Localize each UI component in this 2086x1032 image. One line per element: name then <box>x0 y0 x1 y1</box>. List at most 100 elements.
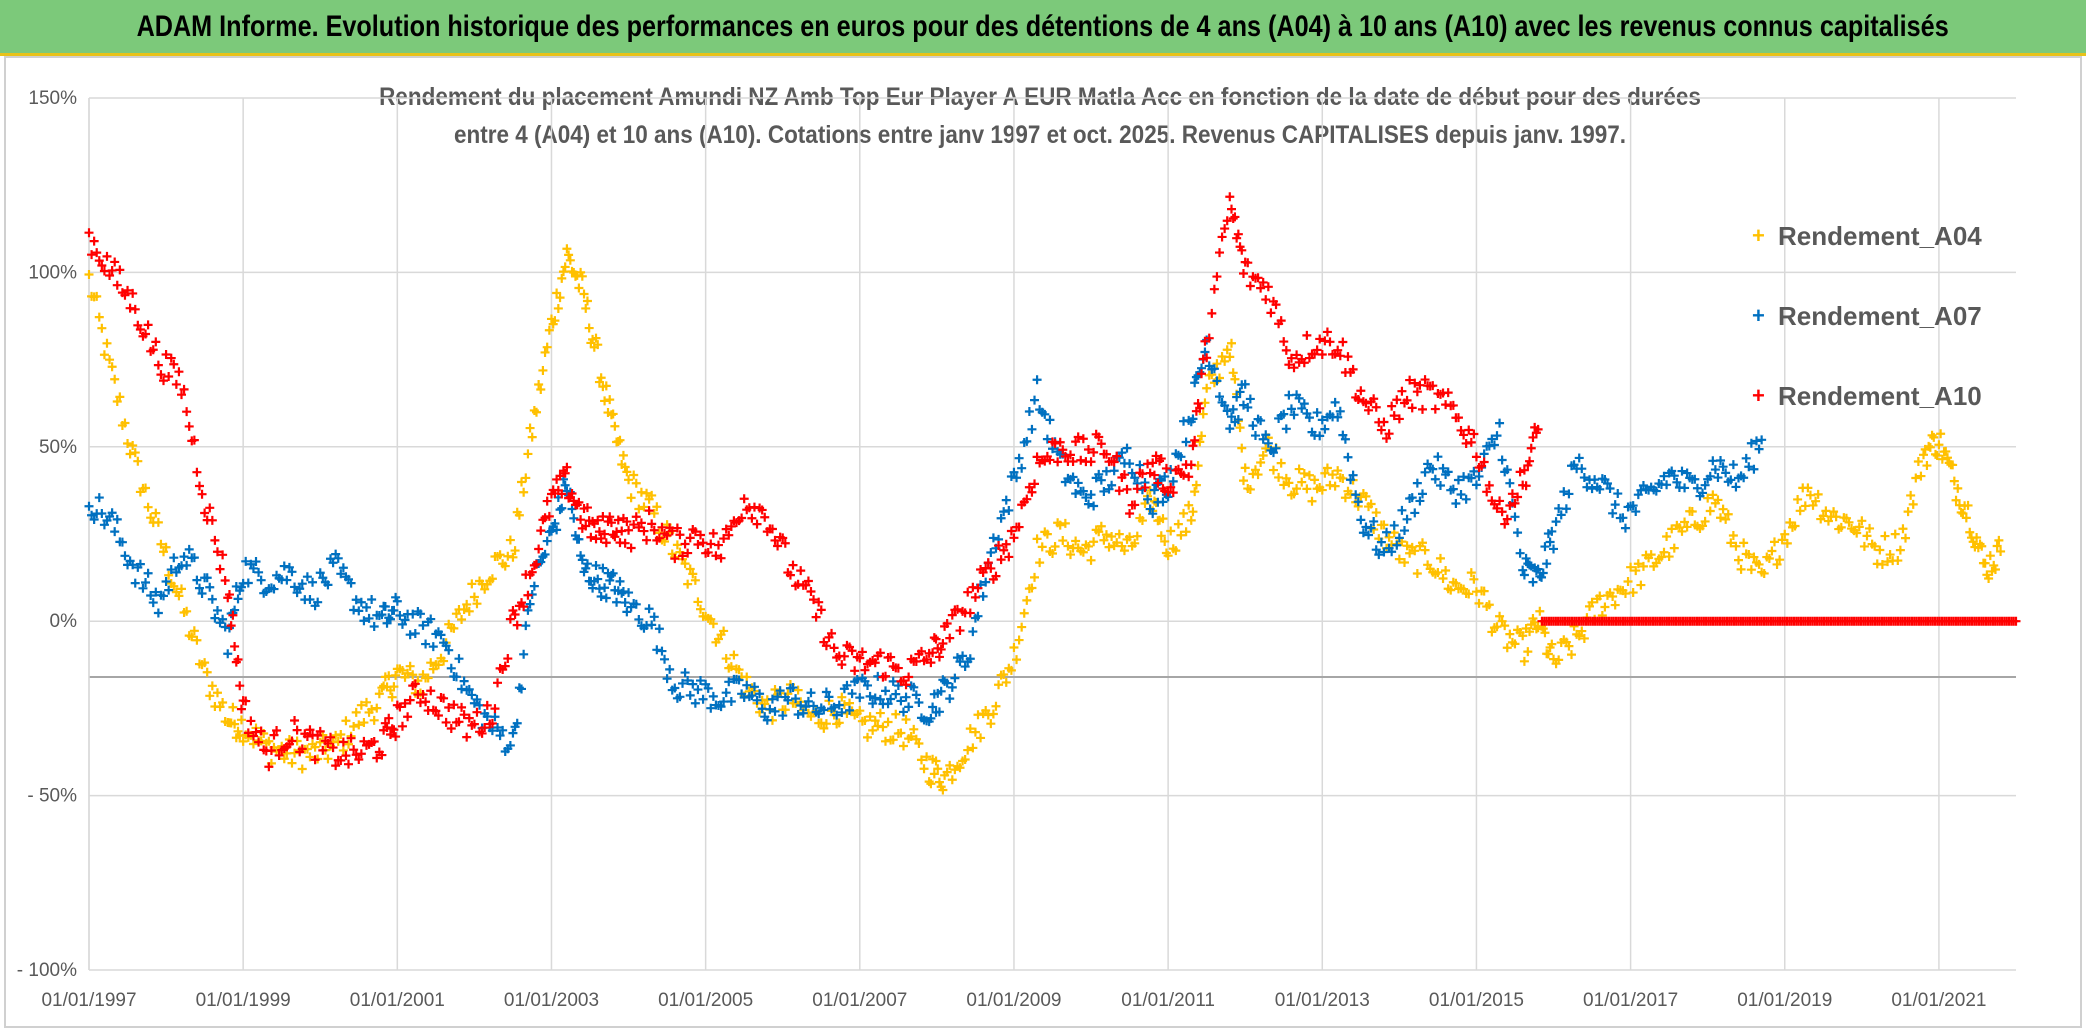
data-point <box>577 271 587 281</box>
data-point <box>647 490 657 500</box>
data-point <box>986 719 996 729</box>
data-point <box>1030 479 1040 489</box>
data-point <box>210 613 220 623</box>
data-point <box>1764 553 1774 563</box>
data-point <box>1376 537 1386 547</box>
data-point <box>1731 541 1741 551</box>
data-point <box>1757 435 1767 445</box>
data-point <box>540 549 550 559</box>
data-point <box>1466 437 1476 447</box>
data-point <box>359 616 369 626</box>
data-point <box>1032 452 1042 462</box>
data-point <box>675 530 685 540</box>
data-point <box>1371 508 1381 518</box>
data-point <box>706 539 716 549</box>
data-point <box>1078 434 1088 444</box>
data-point <box>1535 606 1545 616</box>
data-point <box>1050 438 1060 448</box>
data-point <box>192 467 202 477</box>
data-point <box>639 526 649 536</box>
data-point <box>639 502 649 512</box>
data-point <box>1574 631 1584 641</box>
data-point <box>785 570 795 580</box>
data-point <box>654 624 664 634</box>
data-point <box>749 682 759 692</box>
data-point <box>110 527 120 537</box>
data-point <box>1302 484 1312 494</box>
data-point <box>665 664 675 674</box>
data-point <box>1197 431 1207 441</box>
data-point <box>929 633 939 643</box>
data-point <box>464 606 474 616</box>
data-point <box>1793 494 1803 504</box>
data-point <box>904 702 914 712</box>
data-point <box>1479 449 1489 459</box>
data-point <box>945 760 955 770</box>
data-point <box>510 546 520 556</box>
data-point <box>287 736 297 746</box>
data-point <box>936 686 946 696</box>
data-point <box>174 367 184 377</box>
data-point <box>1179 470 1189 480</box>
data-point <box>878 722 888 732</box>
data-point <box>472 707 482 717</box>
data-point <box>359 718 369 728</box>
data-point <box>1547 639 1557 649</box>
data-point <box>1836 522 1846 532</box>
data-point <box>1510 498 1520 508</box>
data-point <box>1297 477 1307 487</box>
data-point <box>610 532 620 542</box>
data-point <box>685 690 695 700</box>
data-point <box>1680 517 1690 527</box>
data-point <box>1145 504 1155 514</box>
data-point <box>1466 473 1476 483</box>
data-point <box>349 745 359 755</box>
data-point <box>713 540 723 550</box>
data-point <box>1235 423 1245 433</box>
data-point <box>1030 395 1040 405</box>
data-point <box>1464 589 1474 599</box>
data-point <box>302 572 312 582</box>
data-point <box>1190 378 1200 388</box>
data-point <box>644 506 654 516</box>
data-point <box>1667 524 1677 534</box>
data-point <box>305 594 315 604</box>
data-point <box>1294 393 1304 403</box>
data-point <box>308 577 318 587</box>
data-point <box>1726 475 1736 485</box>
data-point <box>531 407 541 417</box>
data-point <box>1220 400 1230 410</box>
data-point <box>1495 611 1505 621</box>
data-point <box>1068 457 1078 467</box>
data-point <box>1148 509 1158 519</box>
data-point <box>472 599 482 609</box>
data-point <box>333 553 343 563</box>
data-point <box>1608 508 1618 518</box>
data-point <box>911 656 921 666</box>
data-point <box>523 449 533 459</box>
data-point <box>1700 480 1710 490</box>
data-point <box>644 604 654 614</box>
data-point <box>1065 450 1075 460</box>
data-point <box>256 575 266 585</box>
data-point <box>441 717 451 727</box>
data-point <box>125 449 135 459</box>
data-point <box>721 524 731 534</box>
data-point <box>1335 406 1345 416</box>
legend: + Rendement_A04 + Rendement_A07 + Rendem… <box>1752 196 1982 436</box>
data-point <box>1726 538 1736 548</box>
data-point <box>1595 591 1605 601</box>
data-point <box>613 515 623 525</box>
data-point <box>1394 414 1404 424</box>
data-point <box>1736 564 1746 574</box>
data-point <box>1024 482 1034 492</box>
data-point <box>1531 566 1541 576</box>
data-point <box>1708 490 1718 500</box>
data-point <box>1469 466 1479 476</box>
data-point <box>1333 466 1343 476</box>
data-point <box>631 478 641 488</box>
data-point <box>102 251 112 261</box>
data-point <box>1669 543 1679 553</box>
data-point <box>1785 517 1795 527</box>
data-point <box>1366 523 1376 533</box>
